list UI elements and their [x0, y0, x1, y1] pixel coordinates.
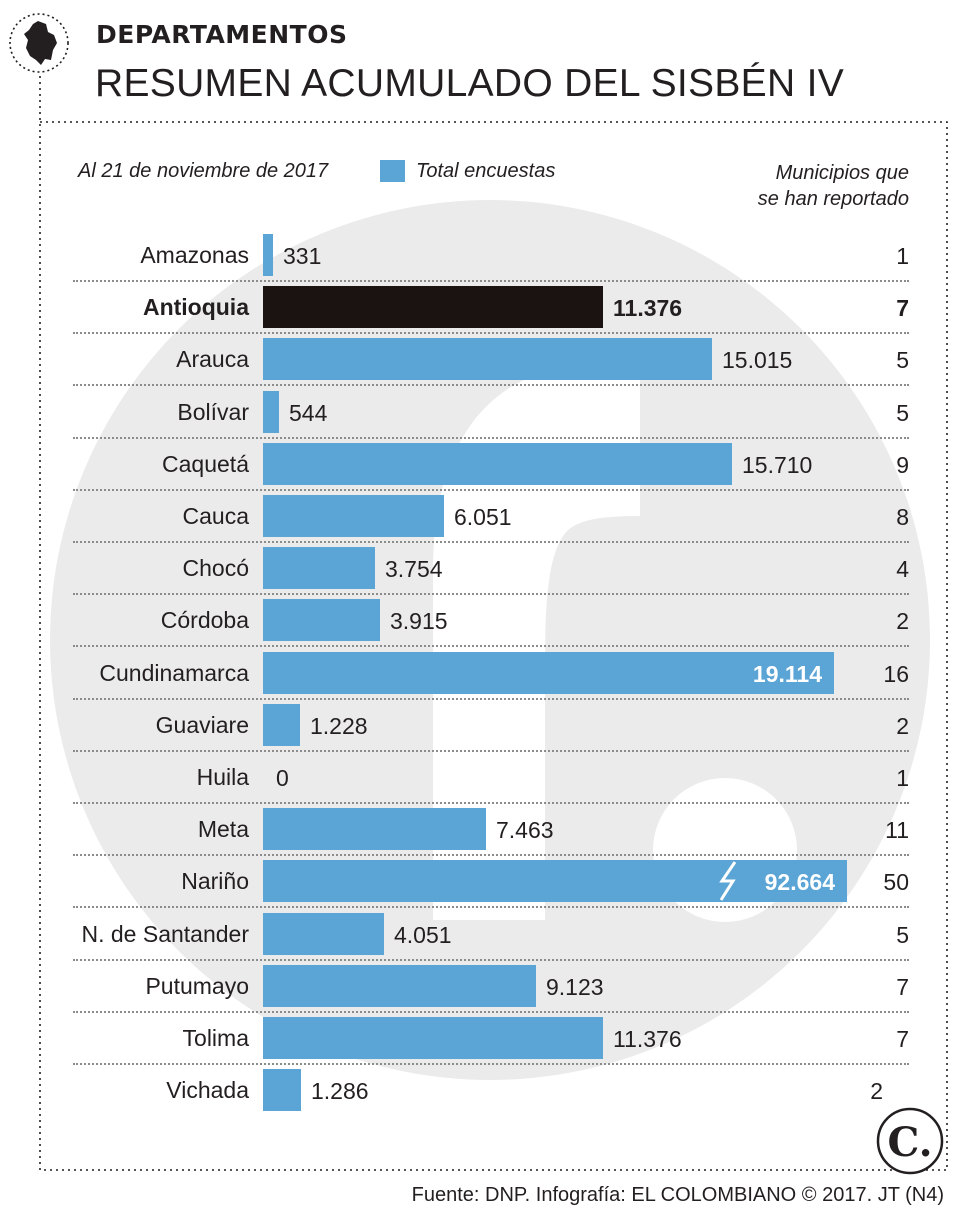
bar [263, 442, 732, 485]
bar [263, 703, 300, 746]
bar [263, 1017, 603, 1059]
row-label: Guaviare [155, 711, 249, 738]
row-separator [73, 437, 909, 439]
municipios-column-header: Municipios que se han reportado [758, 160, 909, 212]
data-label: 7.463 [496, 817, 554, 844]
row-label: Vichada [166, 1077, 249, 1104]
row-label: Cundinamarca [99, 659, 249, 686]
legend-swatch [380, 160, 405, 182]
bar [263, 1069, 301, 1112]
row-separator [73, 959, 909, 961]
row-label: Nariño [181, 868, 249, 895]
row-label: Caquetá [162, 450, 249, 477]
data-label: 0 [276, 765, 289, 791]
logo-glyph: C. [887, 1119, 932, 1166]
row-separator [73, 802, 909, 804]
row-label: N. de Santander [81, 920, 249, 947]
row-label: Cauca [182, 503, 249, 529]
data-label: 11.376 [613, 295, 683, 322]
municipios-count: 2 [896, 712, 909, 739]
row-separator [73, 1063, 909, 1065]
municipios-count: 5 [896, 399, 909, 426]
data-label: 331 [283, 243, 322, 269]
data-label: 1.228 [310, 712, 368, 739]
data-label: 92.664 [764, 869, 835, 896]
row-separator [73, 280, 909, 282]
row-label: Chocó [182, 555, 249, 582]
municipios-count: 5 [896, 921, 909, 948]
row-separator [73, 332, 909, 334]
municipios-count: 7 [896, 1026, 909, 1052]
data-label: 11.376 [613, 1026, 682, 1052]
row-separator [73, 541, 909, 543]
data-label: 6.051 [454, 504, 512, 530]
row-separator [73, 593, 909, 595]
data-label: 1.286 [311, 1078, 369, 1105]
bar [263, 651, 834, 694]
row-label: Córdoba [160, 607, 249, 634]
row-label: Amazonas [140, 242, 249, 268]
row-separator [73, 384, 909, 386]
row-separator [73, 645, 909, 647]
bar [263, 286, 603, 329]
el-colombiano-logo: C. [876, 1107, 944, 1175]
bar [263, 599, 380, 642]
municipios-count: 2 [870, 1078, 883, 1105]
municipios-count: 1 [896, 765, 909, 791]
municipios-header-line1: Municipios que [775, 162, 909, 184]
bar [263, 234, 273, 276]
row-separator [73, 750, 909, 752]
bar [263, 860, 847, 903]
data-label: 4.051 [394, 921, 452, 948]
municipios-count: 8 [896, 504, 909, 530]
data-label: 15.015 [722, 347, 793, 374]
bar [263, 912, 384, 955]
bar [263, 808, 486, 851]
data-label: 3.915 [390, 608, 448, 635]
row-label: Tolima [182, 1025, 249, 1051]
municipios-count: 7 [896, 973, 909, 1000]
municipios-count: 5 [896, 347, 909, 374]
axis-break-icon [719, 861, 737, 902]
row-label: Huila [196, 764, 249, 790]
municipios-count: 11 [885, 817, 909, 844]
bar [263, 390, 279, 433]
data-label: 3.754 [385, 556, 443, 583]
municipios-count: 7 [896, 295, 909, 322]
municipios-count: 9 [896, 451, 909, 478]
bar [263, 495, 444, 537]
municipios-count: 4 [896, 556, 909, 583]
row-separator [73, 906, 909, 908]
municipios-count: 16 [883, 660, 909, 687]
municipios-count: 50 [883, 869, 909, 896]
row-separator [73, 698, 909, 700]
bar [263, 964, 536, 1007]
row-label: Meta [197, 816, 249, 843]
row-label: Bolívar [177, 398, 249, 425]
legend-label: Total encuestas [416, 160, 556, 182]
bar [263, 547, 375, 590]
bar [263, 338, 712, 381]
row-separator [73, 854, 909, 856]
colombia-map-icon [9, 13, 69, 73]
municipios-header-line2: se han reportado [757, 188, 909, 210]
row-label: Putumayo [145, 972, 249, 999]
kicker-title: DEPARTAMENTOS [96, 20, 348, 49]
data-label: 9.123 [546, 973, 604, 1000]
municipios-count: 2 [896, 608, 909, 635]
source-credit: Fuente: DNP. Infografía: EL COLOMBIANO ©… [411, 1184, 944, 1206]
municipios-count: 1 [896, 243, 909, 269]
date-label: Al 21 de noviembre de 2017 [78, 160, 329, 182]
row-label: Arauca [176, 346, 249, 373]
row-separator [73, 1011, 909, 1013]
data-label: 19.114 [752, 660, 822, 687]
page-title: RESUMEN ACUMULADO DEL SISBÉN IV [95, 62, 845, 105]
row-label: Antioquia [142, 294, 249, 321]
data-label: 544 [289, 399, 328, 426]
data-label: 15.710 [742, 451, 813, 478]
row-separator [73, 489, 909, 491]
